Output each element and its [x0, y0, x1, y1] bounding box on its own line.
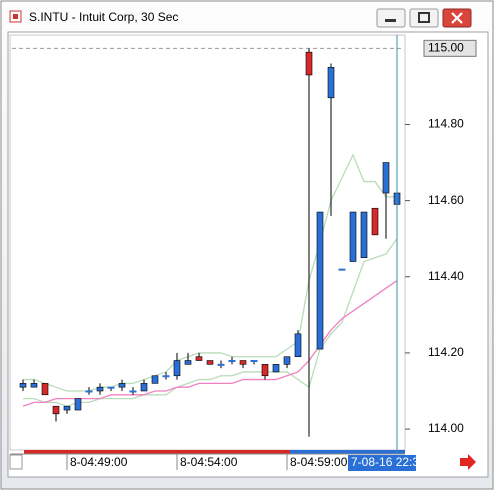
candle-body: [316, 211, 324, 350]
scroll-arrow[interactable]: [460, 454, 476, 470]
candle-body: [283, 356, 291, 365]
candle-body: [371, 207, 379, 236]
minimize-icon: [385, 19, 396, 22]
indicator-line: [22, 280, 398, 407]
candle-body: [305, 51, 313, 76]
candle-body: [349, 211, 357, 262]
candle-body: [217, 363, 225, 366]
minimize-button[interactable]: [376, 8, 406, 28]
candle-body: [107, 386, 115, 389]
scroll-bar-blue: [290, 450, 405, 454]
candle-body: [19, 383, 27, 388]
cursor-label: 7-08-16 22:34:00: [351, 455, 443, 469]
candle-body: [74, 398, 82, 411]
candle-body: [250, 360, 258, 363]
app-icon-dot: [13, 14, 18, 19]
y-tick-label: 114.60: [428, 193, 464, 207]
candle-body: [63, 405, 71, 411]
plot-content: 114.00 114.20 114.40 114.60 114.80 115.00 8-04…: [12, 35, 477, 471]
candle-body: [239, 360, 247, 365]
x-tick-label: 8-04:54:00: [180, 455, 238, 469]
cursor-label-box: [348, 455, 416, 471]
indicator-line: [23, 153, 397, 392]
corner-box[interactable]: [9, 454, 23, 470]
y-tick-label: 114.40: [428, 269, 464, 283]
candle-body: [140, 383, 148, 392]
y-tick-label: 114.00: [428, 421, 464, 435]
candle-body: [41, 383, 49, 396]
price-marker-box: [423, 39, 477, 57]
candle-body: [272, 364, 280, 373]
maximize-icon: [418, 12, 430, 23]
candle-body: [206, 360, 214, 365]
candle-body: [294, 333, 302, 358]
candle-body: [85, 390, 93, 393]
close-icon: [451, 12, 463, 24]
y-tick-label: 114.80: [428, 117, 464, 131]
window-title: S.INTU - Intuit Corp, 30 Sec: [29, 10, 178, 24]
candle-body: [52, 405, 60, 415]
candle-body: [151, 375, 159, 384]
x-tick-label: 8-04:49:00: [70, 455, 128, 469]
candle-body: [30, 383, 38, 388]
candle-body: [360, 211, 368, 259]
candle-body: [184, 360, 192, 365]
candle-body: [327, 67, 335, 99]
plot-area: [9, 34, 406, 451]
price-marker-label: 115.00: [428, 40, 464, 54]
maximize-button[interactable]: [409, 8, 439, 28]
candle-body: [261, 364, 269, 377]
candle-body: [129, 390, 137, 393]
candle-body: [162, 375, 170, 378]
candle-body: [338, 268, 346, 271]
y-tick-label: 114.20: [428, 345, 464, 359]
candle-body: [173, 360, 181, 377]
scroll-bar-red: [24, 450, 290, 454]
x-tick-label: 8-04:59:00: [290, 455, 348, 469]
indicator-line: [23, 238, 398, 407]
candle-body: [96, 386, 104, 392]
candle-body: [228, 360, 236, 363]
candle-body: [118, 383, 126, 388]
candle-body: [382, 162, 390, 194]
candle-body: [195, 356, 203, 361]
